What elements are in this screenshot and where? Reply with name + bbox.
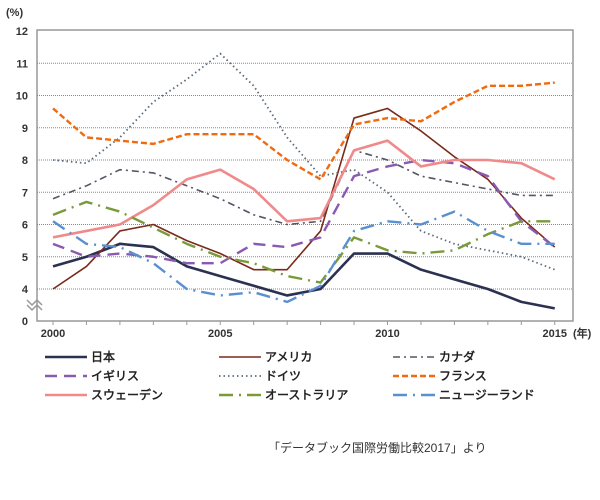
plot-area [36, 29, 574, 322]
legend-label: 日本 [91, 349, 115, 364]
legend-item: 日本 [45, 349, 115, 364]
legend-label: カナダ [439, 349, 475, 364]
y-tick-label: 9 [22, 123, 28, 135]
y-tick-label: 6 [22, 220, 28, 232]
series-6-line [52, 139, 556, 239]
series-7-line [52, 200, 555, 284]
legend-item: アメリカ [219, 350, 312, 364]
y-tick-label: 10 [16, 91, 28, 103]
x-tick-label: 2010 [375, 328, 399, 340]
legend-item: ドイツ [219, 369, 301, 383]
legend-label: ニュージーランド [439, 388, 535, 402]
legend-label: アメリカ [265, 350, 312, 364]
series-8-line [52, 210, 555, 304]
legend-item: オーストラリア [219, 388, 348, 402]
y-tick-label: 7 [22, 187, 28, 199]
x-tick-label: 2005 [208, 328, 232, 340]
axis-break-icon [26, 298, 43, 312]
legend-item: フランス [393, 369, 487, 383]
legend-item: スウェーデン [45, 387, 163, 402]
x-tick-label: 2015 [543, 328, 567, 340]
legend-item: ニュージーランド [393, 388, 535, 402]
source-note: 「データブック国際労働比較2017」より [268, 440, 486, 455]
y-tick-label: 8 [22, 155, 28, 167]
x-axis-unit: (年) [573, 326, 592, 340]
series-2-line [52, 149, 555, 226]
series-0-line [52, 242, 555, 310]
legend-label: ドイツ [265, 369, 301, 383]
legend-label: スウェーデン [91, 387, 163, 402]
legend-label: オーストラリア [265, 388, 348, 402]
series-4-line [52, 52, 556, 271]
y-tick-label: 0 [22, 316, 28, 328]
legend-item: カナダ [393, 349, 475, 364]
y-tick-label: 11 [16, 58, 28, 70]
legend-item: イギリス [45, 368, 139, 383]
y-tick-label: 5 [22, 252, 28, 264]
x-tick-label: 2000 [41, 328, 65, 340]
series-5-line [52, 81, 555, 181]
series-1-line [52, 107, 556, 290]
y-axis-unit: (%) [6, 7, 23, 19]
legend-label: フランス [439, 369, 487, 383]
y-tick-label: 4 [22, 284, 29, 296]
legend-label: イギリス [91, 368, 139, 383]
y-tick-label: 12 [16, 26, 28, 38]
